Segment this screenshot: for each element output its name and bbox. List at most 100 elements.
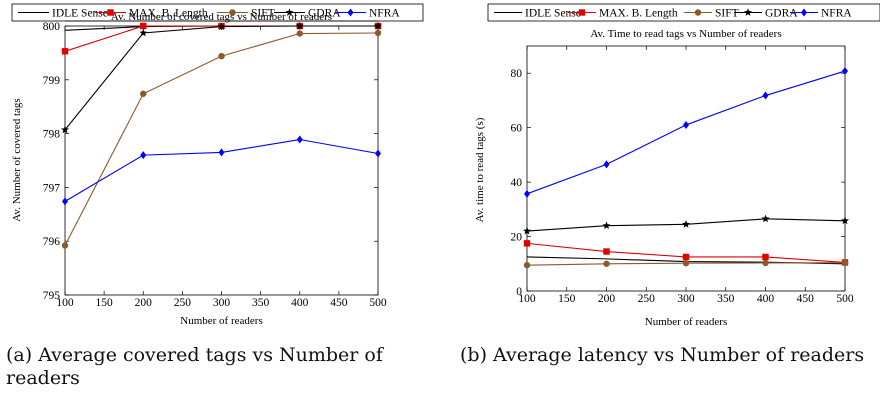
chart-a: IDLE Sense MAX. B. Length SIFT GDRA NFRA Av. … xyxy=(11,3,424,327)
y-axis-label: Av. time to read tags (s) xyxy=(474,117,486,222)
data-point xyxy=(61,48,69,55)
legend-label: NFRA xyxy=(821,8,852,20)
legend-marker xyxy=(694,9,702,16)
legend-label: IDLE Sense xyxy=(525,8,581,20)
data-point xyxy=(140,90,147,97)
data-point xyxy=(602,221,611,230)
legend-entry: SIFT xyxy=(684,8,739,20)
series-gdra xyxy=(61,21,382,134)
y-tick-label: 800 xyxy=(43,21,61,33)
legend-marker xyxy=(285,8,294,16)
x-tick-label: 300 xyxy=(677,293,695,305)
series-line xyxy=(64,25,378,131)
y-axis-label: Av. Number of covered tags xyxy=(11,98,23,221)
legend-entry: SIFT xyxy=(217,8,275,20)
legend-marker xyxy=(229,9,236,16)
y-tick-label: 799 xyxy=(43,75,61,87)
legend-entry: MAX. B. Length xyxy=(95,8,208,20)
data-point xyxy=(295,21,304,30)
x-tick-label: 200 xyxy=(135,297,153,309)
data-point xyxy=(603,260,610,267)
y-tick-label: 40 xyxy=(511,177,523,189)
data-point xyxy=(218,52,225,60)
x-axis-label: Number of readers xyxy=(180,315,262,327)
data-point xyxy=(374,21,382,30)
x-tick-label: 450 xyxy=(330,297,348,309)
data-point xyxy=(62,197,68,206)
legend-marker xyxy=(578,9,586,16)
y-tick-label: 797 xyxy=(43,182,61,194)
data-point xyxy=(523,226,531,235)
data-point xyxy=(523,240,531,247)
x-tick-label: 100 xyxy=(56,297,74,309)
legend-entry: GDRA xyxy=(274,8,341,20)
legend-label: MAX. B. Length xyxy=(599,8,678,20)
legend-marker xyxy=(801,8,807,17)
y-tick-label: 80 xyxy=(511,68,523,80)
data-point xyxy=(296,30,303,37)
legend-entry: GDRA xyxy=(734,8,798,20)
series-line xyxy=(526,70,846,195)
legend-label: SIFT xyxy=(715,8,739,20)
series-sift xyxy=(523,259,849,269)
x-tick-label: 300 xyxy=(213,297,231,309)
figure: IDLE Sense MAX. B. Length SIFT GDRA NFRA Av. … xyxy=(11,3,880,328)
data-point xyxy=(217,22,226,30)
legend-marker xyxy=(744,8,752,16)
chart-b: IDLE Sense MAX. B. Length SIFT GDRA NFRA Av. … xyxy=(474,3,880,328)
data-point xyxy=(603,248,610,255)
data-point xyxy=(682,220,690,228)
chart-title: Av. Time to read tags vs Number of reade… xyxy=(590,28,781,40)
legend-marker xyxy=(107,9,114,16)
data-point xyxy=(762,253,769,261)
x-tick-label: 350 xyxy=(717,293,735,305)
caption-a: (a) Average covered tags vs Number of re… xyxy=(6,344,383,389)
legend-entry: NFRA xyxy=(790,8,852,20)
data-point xyxy=(523,261,531,269)
legend-entry: IDLE Sense xyxy=(494,8,581,20)
data-point xyxy=(762,259,769,267)
y-tick-label: 798 xyxy=(43,129,61,141)
data-point xyxy=(61,125,69,134)
y-tick-label: 20 xyxy=(511,232,523,244)
legend-entry: MAX. B. Length xyxy=(568,8,678,20)
data-point xyxy=(218,148,225,157)
data-point xyxy=(139,28,148,37)
y-tick-label: 796 xyxy=(43,236,61,248)
x-tick-label: 250 xyxy=(174,297,192,309)
data-point xyxy=(140,22,147,30)
series-nfra xyxy=(524,67,848,198)
series-line xyxy=(64,32,379,246)
x-tick-label: 200 xyxy=(598,293,616,305)
data-point xyxy=(603,160,610,169)
legend: IDLE Sense MAX. B. Length SIFT GDRA NFRA xyxy=(11,3,424,22)
data-point xyxy=(841,216,849,225)
legend-label: NFRA xyxy=(369,8,400,20)
legend-label: GDRA xyxy=(765,8,798,20)
series-sift xyxy=(61,29,382,249)
legend: IDLE Sense MAX. B. Length SIFT GDRA NFRA xyxy=(487,3,880,22)
x-axis-label: Number of readers xyxy=(645,316,727,328)
x-tick-label: 500 xyxy=(369,297,387,309)
data-point xyxy=(841,259,849,266)
series-nfra xyxy=(62,135,381,206)
x-tick-label: 100 xyxy=(518,293,536,305)
data-point xyxy=(375,149,381,158)
y-tick-label: 0 xyxy=(516,286,522,298)
legend-marker xyxy=(347,8,354,17)
data-point xyxy=(682,253,690,261)
x-tick-label: 400 xyxy=(757,293,775,305)
data-point xyxy=(683,120,689,129)
caption-b: (b) Average latency vs Number of readers xyxy=(460,344,865,366)
data-point xyxy=(61,242,69,249)
legend-label: MAX. B. Length xyxy=(129,8,208,20)
x-tick-label: 350 xyxy=(252,297,270,309)
data-point xyxy=(296,135,303,144)
legend-label: GDRA xyxy=(308,8,341,20)
data-point xyxy=(524,189,530,198)
data-point xyxy=(374,29,382,37)
x-tick-label: 250 xyxy=(638,293,656,305)
chart-title: Av. Number of covered tags vs Number of … xyxy=(111,11,332,23)
y-tick-label: 795 xyxy=(43,290,61,302)
x-tick-label: 400 xyxy=(291,297,309,309)
